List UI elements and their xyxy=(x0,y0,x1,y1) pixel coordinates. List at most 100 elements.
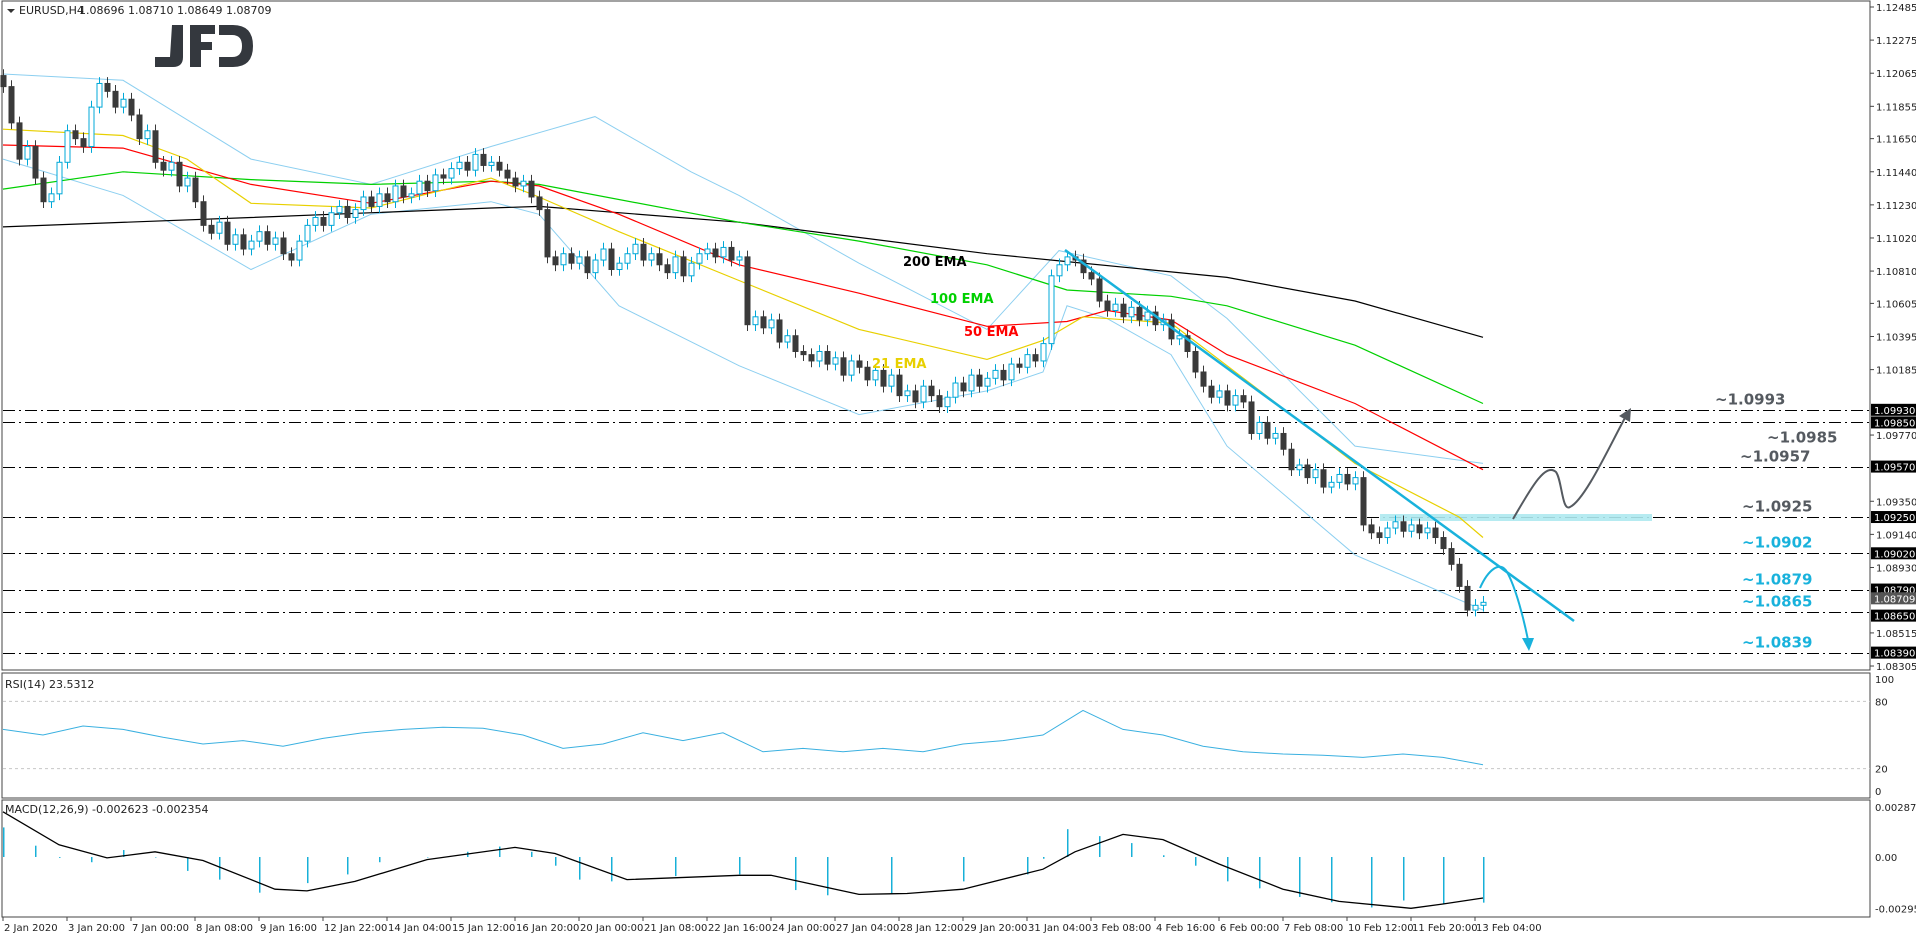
candle xyxy=(1432,521,1439,544)
macd-histogram-bar xyxy=(499,846,501,857)
candle xyxy=(1216,384,1223,404)
candle xyxy=(440,168,447,185)
macd-histogram-bar xyxy=(219,857,221,880)
candle xyxy=(496,155,503,177)
macd-histogram-bar xyxy=(379,857,381,863)
macd-histogram-bar xyxy=(1403,857,1405,901)
candle xyxy=(1480,596,1487,612)
candle xyxy=(336,200,343,220)
candle xyxy=(1024,348,1031,374)
macd-histogram-bar xyxy=(555,857,557,866)
candle xyxy=(320,211,327,232)
price-tick-label: 1.11855 xyxy=(1876,102,1916,113)
price-tick-label: 1.10395 xyxy=(1876,333,1916,344)
price-axis[interactable]: 1.12485 1.12275 1.12065 1.11855 1.11650 1.114… xyxy=(1870,3,1916,915)
candle xyxy=(1344,468,1351,491)
candle xyxy=(464,155,471,177)
time-tick-label: 11 Feb 20:00 xyxy=(1412,923,1478,934)
candle xyxy=(1464,580,1471,617)
candle xyxy=(256,225,263,248)
candle xyxy=(40,171,47,209)
candle xyxy=(560,247,567,272)
ema-label: 100 EMA xyxy=(930,292,994,307)
macd-histogram-bar xyxy=(739,857,741,875)
candle xyxy=(104,77,111,98)
price-panel[interactable] xyxy=(1,0,1871,671)
rsi-panel[interactable] xyxy=(1,672,1871,799)
price-tick-label: 1.10185 xyxy=(1876,366,1916,377)
macd-histogram-bar xyxy=(1371,857,1373,908)
time-tick-label: 7 Jan 00:00 xyxy=(132,923,189,934)
candle xyxy=(1008,357,1015,387)
candle xyxy=(1056,258,1063,283)
candle xyxy=(928,379,935,402)
ohlc-values: 1.08696 1.08710 1.08649 1.08709 xyxy=(79,4,271,17)
rsi-tick-label: 80 xyxy=(1875,697,1888,708)
time-axis[interactable]: 2 Jan 2020 3 Jan 20:00 7 Jan 00:00 8 Jan 08… xyxy=(2,917,1542,934)
candle xyxy=(1248,395,1255,440)
candle xyxy=(760,310,767,335)
candle xyxy=(936,389,943,413)
candle xyxy=(1096,272,1103,308)
candle xyxy=(216,215,223,240)
macd-histogram-bar xyxy=(3,827,5,857)
candle xyxy=(400,179,407,204)
triangle-down-icon[interactable] xyxy=(7,9,15,13)
candle xyxy=(1256,416,1263,440)
candle xyxy=(32,140,39,185)
candle xyxy=(1304,458,1311,484)
candle xyxy=(280,231,287,261)
macd-histogram-bar xyxy=(1195,857,1197,866)
candle xyxy=(168,155,175,177)
candle xyxy=(1448,542,1455,571)
time-tick-label: 31 Jan 04:00 xyxy=(1028,923,1091,934)
candle xyxy=(80,132,87,153)
candle xyxy=(1408,518,1415,538)
level-label: ~1.0985 xyxy=(1767,429,1837,447)
bullish-scenario-arrow xyxy=(1512,415,1627,520)
candle xyxy=(1288,442,1295,477)
candle xyxy=(1264,416,1271,445)
rsi-line xyxy=(2,709,1484,766)
macd-panel[interactable] xyxy=(1,799,1871,918)
downtrend-line[interactable] xyxy=(1064,248,1575,623)
resistance-zone xyxy=(1380,514,1652,521)
candle xyxy=(56,155,63,201)
candle xyxy=(1232,389,1239,412)
band-upper xyxy=(2,73,1484,464)
candle xyxy=(1112,297,1119,317)
candle xyxy=(640,237,647,267)
time-tick-label: 9 Jan 16:00 xyxy=(260,923,317,934)
macd-histogram-bar xyxy=(1299,857,1301,898)
candle xyxy=(888,368,895,393)
macd-signal-line xyxy=(2,811,1484,909)
candle xyxy=(96,77,103,114)
ema-labels: 200 EMA 100 EMA 50 EMA 21 EMA xyxy=(872,255,1019,372)
candle xyxy=(312,211,319,232)
macd-histogram-bar xyxy=(579,857,581,880)
macd-histogram-bar xyxy=(1067,829,1069,857)
time-tick-label: 22 Jan 16:00 xyxy=(708,923,771,934)
level-price-tag xyxy=(1871,547,1916,560)
candle xyxy=(424,174,431,197)
ema-label: 50 EMA xyxy=(964,325,1019,340)
candle xyxy=(768,313,775,335)
candle xyxy=(504,163,511,185)
candle xyxy=(592,253,599,279)
candle xyxy=(840,351,847,382)
candle xyxy=(1192,345,1199,379)
candle xyxy=(720,241,727,264)
candle xyxy=(248,234,255,256)
candle xyxy=(144,124,151,145)
level-label: ~1.0839 xyxy=(1742,634,1812,652)
candle xyxy=(728,241,735,267)
time-tick-label: 13 Feb 04:00 xyxy=(1476,923,1542,934)
candle xyxy=(1120,297,1127,324)
macd-histogram-bar xyxy=(963,857,965,882)
candle xyxy=(608,242,615,276)
level-label: ~1.0993 xyxy=(1715,391,1785,409)
candle xyxy=(944,390,951,413)
price-tick-label: 1.09770 xyxy=(1876,431,1916,442)
candle xyxy=(520,174,527,193)
